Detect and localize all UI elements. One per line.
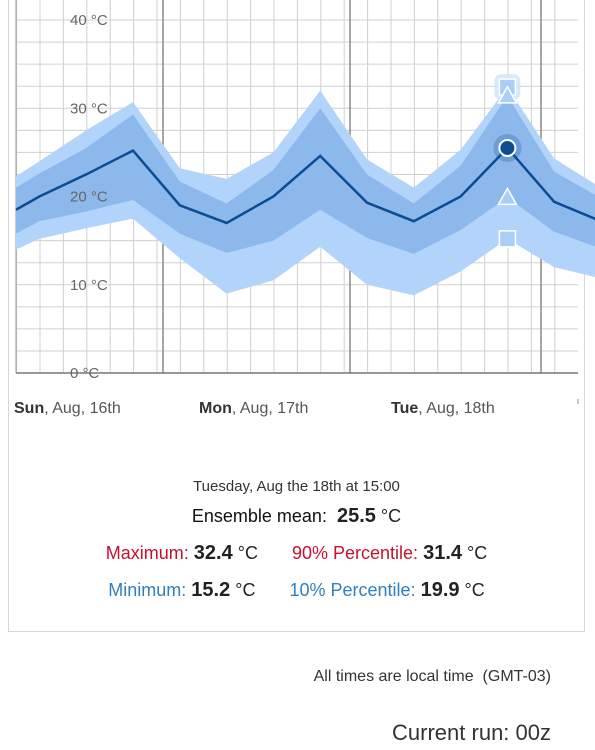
- p90-value: 31.4: [423, 542, 463, 564]
- tooltip-min-row: Minimum: 15.2 °C 10% Percentile: 19.9 °C: [8, 579, 585, 602]
- p90-unit: °C: [467, 543, 488, 563]
- temperature-chart[interactable]: 40 °C 30 °C 20 °C 10 °C 0 °C Sun, Aug, 16th Mo…: [0, 0, 595, 430]
- timezone-note: All times are local time (GMT-03): [313, 668, 551, 685]
- max-unit: °C: [237, 543, 258, 563]
- chart-bands: [15, 87, 595, 296]
- band-p10-p90: [16, 95, 595, 254]
- y-tick-label: 20 °C: [70, 189, 108, 206]
- min-marker: [498, 230, 517, 248]
- max-label: Maximum:: [105, 543, 189, 563]
- mean-unit: °C: [380, 506, 402, 526]
- mean-value: 25.5: [336, 505, 376, 527]
- mean-marker: [498, 138, 517, 157]
- y-tick-label: 0 °C: [70, 365, 100, 382]
- tooltip: Tuesday, Aug the 18th at 15:00 Ensemble …: [8, 478, 585, 616]
- p90-label: 90% Percentile:: [291, 543, 419, 563]
- mean-label: Ensemble mean:: [191, 506, 327, 526]
- current-run: Current run: 00z: [392, 720, 551, 745]
- x-day-label: Tue, Aug, 18th: [391, 400, 495, 417]
- tooltip-title: Tuesday, Aug the 18th at 15:00: [193, 478, 400, 495]
- p10-value: 19.9: [420, 579, 460, 601]
- p10-label: 10% Percentile:: [289, 580, 416, 600]
- tooltip-max-row: Maximum: 32.4 °C 90% Percentile: 31.4 °C: [8, 542, 585, 565]
- max-value: 32.4: [193, 542, 233, 564]
- min-unit: °C: [235, 580, 256, 600]
- y-tick-label: 30 °C: [70, 100, 108, 117]
- min-label: Minimum:: [108, 580, 187, 600]
- chart-card: [8, 0, 585, 632]
- mean-line: [15, 146, 595, 225]
- tooltip-mean-row: Ensemble mean: 25.5 °C: [8, 505, 585, 528]
- x-day-label: Mon, Aug, 17th: [199, 400, 308, 417]
- y-tick-label: 10 °C: [70, 277, 108, 294]
- min-value: 15.2: [191, 579, 231, 601]
- chart-markers: [493, 74, 522, 248]
- y-tick-label: 40 °C: [70, 12, 108, 29]
- chart-labels: 40 °C 30 °C 20 °C 10 °C 0 °C Sun, Aug, 16th Mo…: [14, 12, 579, 417]
- p10-unit: °C: [464, 580, 485, 600]
- p10-marker: [497, 186, 518, 206]
- p90-marker: [497, 85, 518, 104]
- x-day-label: Sun, Aug, 16th: [14, 400, 121, 417]
